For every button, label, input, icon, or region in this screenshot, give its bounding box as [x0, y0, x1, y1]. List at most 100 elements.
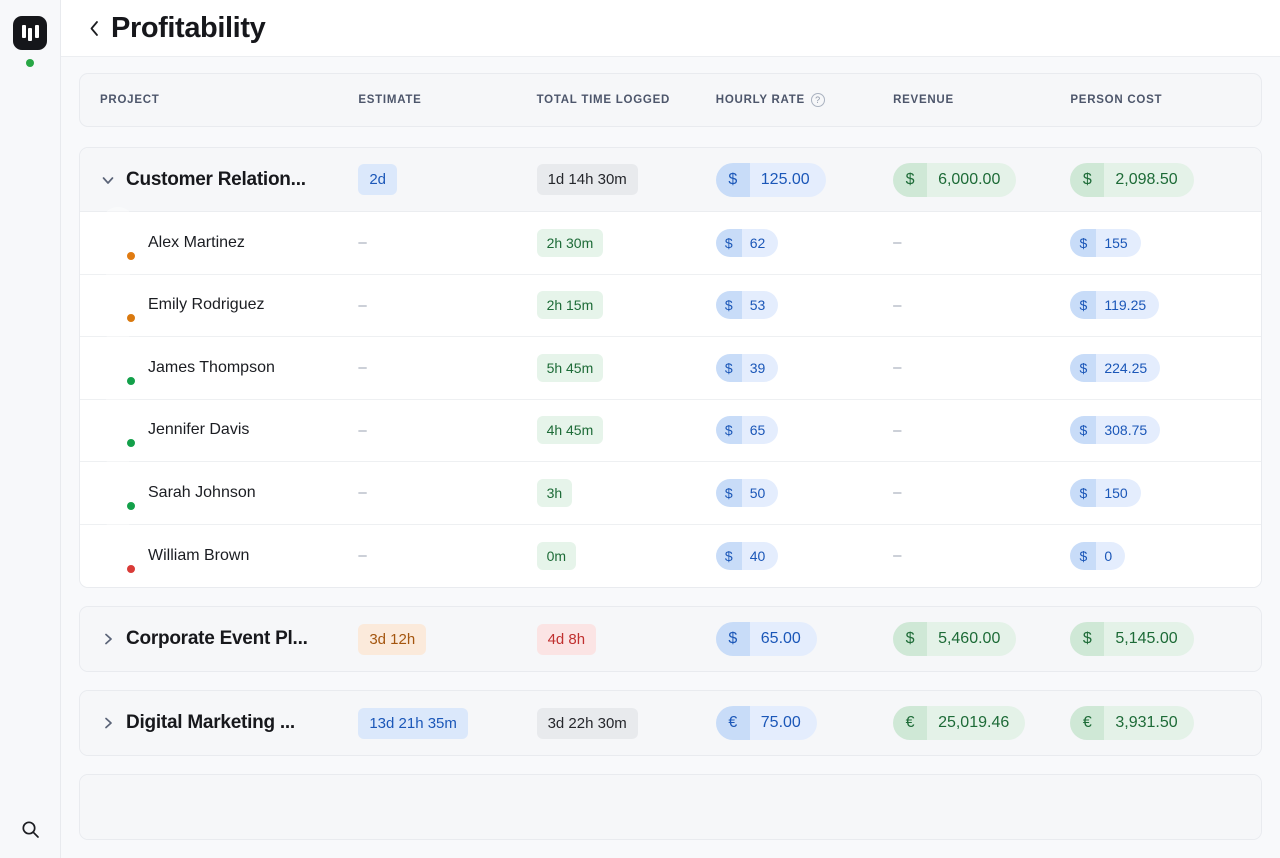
project-group-card: Corporate Event Pl... 3d 12h 4d 8h $65.00 $5…	[79, 606, 1262, 672]
avatar[interactable]	[100, 519, 137, 575]
column-header-person-cost[interactable]: PERSON COST	[1070, 94, 1163, 106]
table-row[interactable]: Emily Rodriguez – 2h 15m $53 – $119.25	[80, 269, 1261, 337]
avatar[interactable]	[100, 456, 137, 512]
project-name-cell[interactable]: Digital Marketing ...	[80, 712, 358, 734]
project-person-cost-cell: €3,931.50	[1070, 706, 1261, 740]
project-hourly-rate-cell: $125.00	[715, 162, 893, 197]
project-row[interactable]: Corporate Event Pl... 3d 12h 4d 8h $65.00 $5…	[80, 607, 1261, 671]
table-row[interactable]: Sarah Johnson – 3h $50 – $150	[80, 456, 1261, 525]
table-scroll-area[interactable]: PROJECT ESTIMATE TOTAL TIME LOGGED HOURL…	[61, 57, 1280, 858]
project-total-time-cell: 1d 14h 30m	[536, 164, 716, 195]
value-pill: 13d 21h 35m	[358, 707, 468, 739]
member-estimate-cell: –	[358, 484, 536, 501]
empty-value: –	[358, 547, 367, 565]
project-hourly-rate-cell: €75.00	[715, 706, 893, 740]
table-row[interactable]: Jennifer Davis – 4h 45m $65 – $308.75	[80, 394, 1261, 462]
member-name-cell[interactable]: James Thompson	[80, 331, 358, 387]
project-name-cell[interactable]: Corporate Event Pl...	[80, 628, 358, 650]
member-revenue-cell: –	[893, 484, 1070, 501]
currency-pill: $5,145.00	[1070, 622, 1194, 656]
table-row[interactable]: William Brown – 0m $40 – $0	[80, 519, 1261, 587]
project-row[interactable]	[80, 775, 1261, 839]
member-name: James Thompson	[148, 358, 275, 376]
table-header-row: PROJECT ESTIMATE TOTAL TIME LOGGED HOURL…	[79, 73, 1262, 127]
chevron-left-icon[interactable]	[85, 19, 103, 37]
chevron-right-icon[interactable]	[100, 631, 116, 647]
avatar[interactable]	[100, 269, 137, 325]
table-row[interactable]: James Thompson – 5h 45m $39 – $224.25	[80, 331, 1261, 400]
presence-indicator	[125, 374, 137, 387]
currency-pill: $308.75	[1070, 416, 1161, 445]
value-pill: 4h 45m	[536, 416, 604, 445]
app-logo[interactable]	[13, 16, 47, 50]
currency-value: 25,019.46	[927, 706, 1026, 740]
empty-value: –	[893, 359, 902, 377]
member-estimate-cell: –	[358, 422, 536, 439]
member-revenue-cell: –	[893, 234, 1070, 251]
currency-value: 5,145.00	[1104, 622, 1194, 656]
presence-indicator	[125, 499, 137, 512]
currency-symbol: $	[715, 353, 742, 382]
member-revenue-cell: –	[893, 297, 1070, 314]
project-row[interactable]: Digital Marketing ... 13d 21h 35m 3d 22h 3…	[80, 691, 1261, 755]
currency-pill: $155	[1070, 228, 1141, 257]
currency-pill: $119.25	[1070, 291, 1160, 320]
currency-value: 62	[741, 228, 779, 257]
help-circle-icon[interactable]: ?	[810, 93, 825, 107]
currency-symbol: $	[1070, 291, 1097, 320]
member-name: Emily Rodriguez	[148, 296, 265, 314]
member-name-cell[interactable]: Jennifer Davis	[80, 394, 358, 450]
avatar[interactable]	[100, 206, 137, 262]
member-hourly-rate-cell: $50	[715, 478, 893, 507]
project-row[interactable]: Customer Relation... 2d 1d 14h 30m $125.00 $…	[80, 148, 1261, 212]
member-name: Jennifer Davis	[148, 421, 250, 439]
logo-bar	[34, 25, 39, 38]
currency-value: 65	[741, 416, 779, 445]
chevron-down-icon[interactable]	[100, 172, 116, 188]
table-row[interactable]: Alex Martinez – 2h 30m $62 – $155	[80, 206, 1261, 275]
project-group-card: Customer Relation... 2d 1d 14h 30m $125.00 $…	[79, 147, 1262, 588]
presence-indicator	[125, 437, 137, 450]
column-header-estimate[interactable]: ESTIMATE	[358, 94, 422, 106]
avatar[interactable]	[100, 394, 137, 450]
currency-symbol: $	[1070, 353, 1097, 382]
currency-value: 119.25	[1096, 291, 1160, 320]
column-header-total-time-logged[interactable]: TOTAL TIME LOGGED	[536, 94, 671, 106]
project-revenue-cell: €25,019.46	[893, 706, 1070, 740]
member-estimate-cell: –	[358, 547, 536, 564]
member-person-cost-cell: $155	[1070, 228, 1261, 257]
empty-value: –	[893, 484, 902, 502]
column-header-revenue[interactable]: REVENUE	[893, 94, 954, 106]
chevron-right-icon[interactable]	[100, 715, 116, 731]
column-header-hourly-rate[interactable]: HOURLY RATE ?	[716, 93, 893, 107]
currency-symbol: €	[715, 706, 750, 740]
member-name-cell[interactable]: Emily Rodriguez	[80, 269, 358, 325]
avatar[interactable]	[100, 331, 137, 387]
project-groups-list: Customer Relation... 2d 1d 14h 30m $125.00 $…	[61, 147, 1280, 840]
project-group-card: Digital Marketing ... 13d 21h 35m 3d 22h 3…	[79, 690, 1262, 756]
member-person-cost-cell: $224.25	[1070, 353, 1261, 382]
member-total-time-cell: 3h	[536, 478, 716, 507]
sidebar	[0, 0, 61, 858]
member-name-cell[interactable]: Alex Martinez	[80, 206, 358, 262]
column-header-project[interactable]: PROJECT	[100, 94, 160, 106]
member-total-time-cell: 4h 45m	[536, 416, 716, 445]
member-name-cell[interactable]: William Brown	[80, 519, 358, 575]
value-pill: 0m	[536, 541, 577, 570]
currency-symbol: $	[1070, 622, 1105, 656]
value-pill: 5h 45m	[536, 353, 604, 382]
member-person-cost-cell: $150	[1070, 478, 1261, 507]
member-revenue-cell: –	[893, 547, 1070, 564]
search-icon[interactable]	[15, 814, 45, 844]
member-person-cost-cell: $0	[1070, 541, 1261, 570]
currency-pill: $40	[715, 541, 779, 570]
member-revenue-cell: –	[893, 422, 1070, 439]
currency-pill: $0	[1070, 541, 1126, 570]
currency-pill: $65	[715, 416, 779, 445]
project-name-cell[interactable]: Customer Relation...	[80, 169, 358, 191]
currency-value: 308.75	[1096, 416, 1161, 445]
currency-value: 40	[741, 541, 779, 570]
member-name-cell[interactable]: Sarah Johnson	[80, 456, 358, 512]
project-revenue-cell: $5,460.00	[893, 622, 1070, 656]
